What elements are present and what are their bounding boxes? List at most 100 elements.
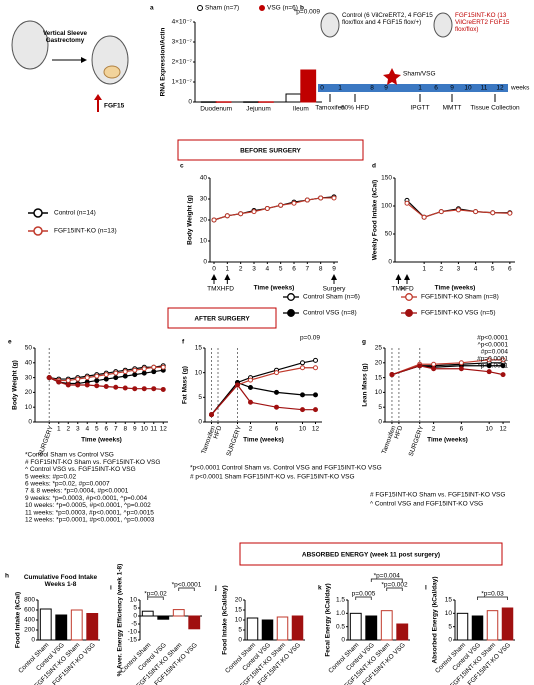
x-tick-label: 8 [319,266,323,273]
procedure-label-box: Vertical Sleeve Gastrectomy [43,30,87,44]
series-line [213,196,335,221]
data-point [211,217,217,223]
timeline-tick: 11 [481,85,488,92]
bar [486,610,499,641]
timeline-tick: 1 [418,85,422,92]
group-label: Control (6 VilCreERT2, 4 FGF15 flox/flox… [342,12,433,27]
y-tick-label: 100 [381,203,392,210]
annotation: p=0.09 [300,335,320,342]
data-point [122,385,128,391]
x-tick-label: 12 [160,426,168,433]
data-point [103,372,109,378]
bar [55,614,68,641]
x-tick-label: SURGERY [225,424,243,457]
x-tick-label: SURGERY [408,424,426,457]
data-point [404,200,410,206]
legend-marker [197,5,203,11]
y-tick-label: 15 [445,597,453,604]
group-label-box: Control (6 VilCreERT2, 4 FGF15 flox/flox… [342,12,433,27]
data-point [238,211,244,217]
data-point [160,364,166,370]
bar [471,615,484,641]
panel-letter: f [182,339,185,346]
footnote: # FGF15INT-KO Sham vs. FGF15INT-KO VSG [370,492,505,499]
x-tick-label: 1 [422,266,426,273]
x-tick-label: 5 [279,266,283,273]
data-point [313,407,318,413]
x-tick-label: 6 [275,426,279,433]
panel-letter: k [318,585,322,592]
x-tick-label: 12 [312,426,320,433]
y-axis-title: % Aver. Energy Efficiency (week 1-8) [117,564,124,677]
data-point [75,376,81,382]
marker-label: FGF15 [104,103,125,110]
data-point [455,207,461,213]
data-point [274,404,279,410]
section-box [167,307,277,329]
legend-marker [405,293,413,301]
x-tick-label: 3 [252,266,256,273]
y-tick-label: 10 [375,389,383,396]
y-tick-label: 1×10⁻⁷ [172,79,193,86]
bar [200,101,217,103]
x-tick-label: 6 [104,426,108,433]
data-point [235,382,240,388]
panel-letter: c [180,163,184,170]
data-point [331,195,337,201]
y-axis-title: RNA Expression/Actin [160,28,167,97]
significance-label: *p=0.02 [144,591,167,598]
x-tick-label: 10 [299,426,307,433]
x-tick-label: 10 [486,426,494,433]
y-tick-label: 0 [31,637,35,644]
footnote: 10 weeks: *p=0.0005, #p<0.0001, ^p=0.002 [25,502,151,509]
annotation: ^p<0.0001 [478,342,509,349]
y-tick-label: 0 [133,613,137,620]
timeline-unit: weeks [510,85,530,92]
x-tick-label: 10 [141,426,149,433]
data-point [486,363,492,369]
data-point [304,197,310,203]
bar [291,615,304,641]
bar [243,101,260,103]
x-tick-label: 0 [212,266,216,273]
bar [396,623,409,641]
data-point [278,202,284,208]
data-point [490,210,496,216]
y-tick-label: 15 [195,345,203,352]
x-tick-label: 2 [66,426,70,433]
x-axis-title: Time (weeks) [435,285,476,292]
annotation: #p=0.0001 [477,356,508,363]
data-point [417,363,423,369]
x-tick-label: 2 [432,426,436,433]
y-tick-label: 1.5 [336,597,345,604]
x-tick-label: 6 [508,266,512,273]
x-tick-label: 4 [85,426,89,433]
legend-marker [287,293,295,301]
y-tick-label: 30 [200,196,208,203]
panel-letter: b [300,5,304,12]
data-point [132,367,138,373]
bar [285,93,302,103]
data-point [84,375,90,381]
marker-label: TMX [392,286,406,293]
y-tick-label: 0 [188,99,192,106]
significance-label: *p=0.03 [481,591,504,598]
data-point [141,370,147,376]
bar [141,610,154,617]
x-tick-label: Jejunum [246,106,271,113]
y-tick-label: 50 [385,231,393,238]
legend-label: FGF15INT-KO Sham (n=8) [421,294,499,301]
significance-bracket [147,596,164,600]
legend-marker [33,226,43,236]
data-point [473,209,479,215]
bar [172,609,185,617]
legend-label: Control VSG (n=8) [303,310,357,317]
legend-label: Control (n=14) [54,210,96,217]
data-point [151,369,157,375]
data-point [65,378,71,384]
y-tick-label: 2×10⁻⁷ [172,59,193,66]
data-point [75,382,81,388]
data-point [151,364,157,370]
mouse-diagram [11,20,129,112]
significance-bracket [178,587,195,591]
